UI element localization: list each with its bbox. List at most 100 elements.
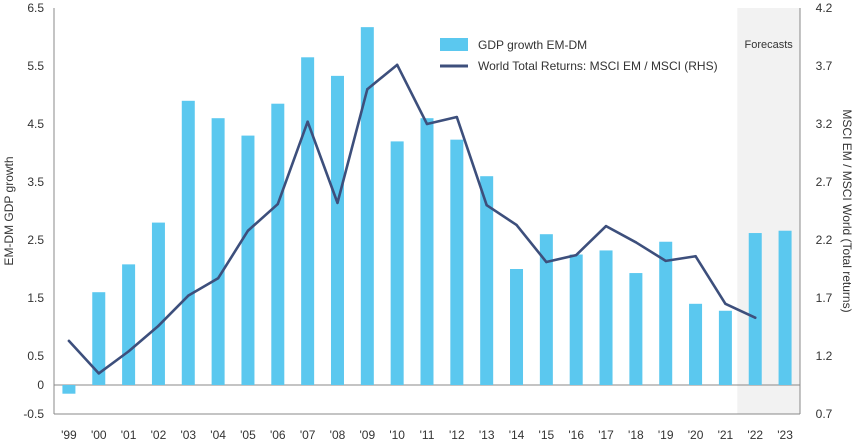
left-tick-label: 1.5 <box>27 291 44 305</box>
line-point-02 <box>157 324 160 328</box>
right-tick-label: 3.2 <box>816 117 833 131</box>
bar-99 <box>62 385 76 394</box>
x-tick-label: '08 <box>330 428 346 442</box>
bar-23 <box>778 230 792 385</box>
line-point-18 <box>634 241 638 244</box>
left-tick-label: 4.5 <box>27 117 44 131</box>
right-axis-title: MSCI EM / MSCI World (Total returns) <box>840 109 854 312</box>
bar-10 <box>390 141 404 385</box>
line-point-04 <box>216 277 220 280</box>
x-tick-label: '15 <box>539 428 555 442</box>
x-tick-label: '14 <box>509 428 525 442</box>
line-point-10 <box>395 63 399 67</box>
x-tick-label: '07 <box>300 428 316 442</box>
x-tick-label: '20 <box>688 428 704 442</box>
x-tick-label: '16 <box>568 428 584 442</box>
legend-bar-swatch <box>440 38 468 51</box>
legend: GDP growth EM-DM World Total Returns: MS… <box>440 38 718 73</box>
x-tick-label: '22 <box>747 428 763 442</box>
msci-ratio-line <box>67 63 757 375</box>
x-tick-label: '04 <box>210 428 226 442</box>
bar-03 <box>181 100 195 386</box>
x-tick-label: '18 <box>628 428 644 442</box>
x-tick-label: '03 <box>180 428 196 442</box>
bar-20 <box>689 303 703 385</box>
line-point-09 <box>366 88 369 91</box>
line-point-17 <box>604 224 608 228</box>
bar-19 <box>659 241 673 385</box>
bar-13 <box>480 176 494 385</box>
line-point-13 <box>485 204 488 207</box>
bar-04 <box>211 118 225 385</box>
x-tick-label: '09 <box>359 428 375 442</box>
left-tick-label: -0.5 <box>23 407 44 421</box>
x-tick-label: '06 <box>270 428 286 442</box>
x-tick-label: '13 <box>479 428 495 442</box>
x-tick-label: '17 <box>598 428 614 442</box>
bar-09 <box>360 27 374 385</box>
bar-01 <box>122 264 136 385</box>
line-point-21 <box>724 302 727 305</box>
bar-17 <box>599 250 613 385</box>
line-point-22 <box>754 316 757 319</box>
left-tick-label: 0 <box>37 378 44 392</box>
legend-bar-label: GDP growth EM-DM <box>478 38 587 52</box>
line-point-03 <box>187 294 190 297</box>
left-tick-label: 6.5 <box>27 1 44 15</box>
x-tick-label: '10 <box>389 428 405 442</box>
bar-05 <box>241 135 255 385</box>
bar-15 <box>539 234 553 385</box>
x-tick-label: '12 <box>449 428 465 442</box>
x-tick-label: '05 <box>240 428 256 442</box>
left-tick-label: 2.5 <box>27 233 44 247</box>
right-tick-label: 1.2 <box>816 349 833 363</box>
left-tick-label: 0.5 <box>27 349 44 363</box>
x-tick-label: '21 <box>718 428 734 442</box>
line-point-06 <box>276 202 279 206</box>
line-point-01 <box>127 350 130 353</box>
x-tick-label: '99 <box>61 428 77 442</box>
forecast-label: Forecasts <box>745 39 794 51</box>
bar-06 <box>271 103 285 385</box>
line-point-16 <box>575 253 578 257</box>
right-tick-label: 4.2 <box>816 1 833 15</box>
bar-21 <box>718 310 732 385</box>
line-point-14 <box>515 223 518 227</box>
left-axis-title: EM-DM GDP growth <box>2 156 16 265</box>
x-tick-label: '11 <box>420 428 435 442</box>
line-series <box>67 63 757 375</box>
line-point-19 <box>664 259 667 263</box>
x-tick-label: '01 <box>121 428 137 442</box>
tick-labels: 6.5 5.5 4.5 3.5 2.5 1.5 0.5 0 -0.5 4.2 3.7 3.2 2.7 2.… <box>23 1 832 442</box>
right-tick-label: 1.7 <box>816 291 833 305</box>
left-tick-label: 5.5 <box>27 59 44 73</box>
x-tick-label: '02 <box>151 428 167 442</box>
bar-12 <box>450 139 464 385</box>
right-tick-label: 0.7 <box>816 407 833 421</box>
line-point-20 <box>694 255 697 258</box>
bar-00 <box>92 292 106 385</box>
bar-14 <box>510 269 524 385</box>
bar-series <box>62 27 792 394</box>
bar-22 <box>748 233 762 385</box>
bar-02 <box>151 222 165 385</box>
line-point-05 <box>246 229 250 232</box>
line-point-07 <box>306 120 309 123</box>
line-point-08 <box>336 201 339 205</box>
line-point-00 <box>97 372 100 375</box>
line-point-15 <box>545 260 548 264</box>
right-tick-label: 2.2 <box>816 233 833 247</box>
bar-08 <box>330 75 344 386</box>
left-tick-label: 3.5 <box>27 175 44 189</box>
bar-11 <box>420 118 434 385</box>
bar-07 <box>301 57 315 386</box>
x-tick-label: '00 <box>91 428 107 442</box>
bar-16 <box>569 254 583 385</box>
right-tick-label: 2.7 <box>816 175 833 189</box>
line-point-99 <box>67 339 71 343</box>
legend-line-label: World Total Returns: MSCI EM / MSCI (RHS… <box>478 59 718 73</box>
x-tick-label: '23 <box>777 428 793 442</box>
bar-18 <box>629 273 643 385</box>
line-point-11 <box>425 122 429 126</box>
